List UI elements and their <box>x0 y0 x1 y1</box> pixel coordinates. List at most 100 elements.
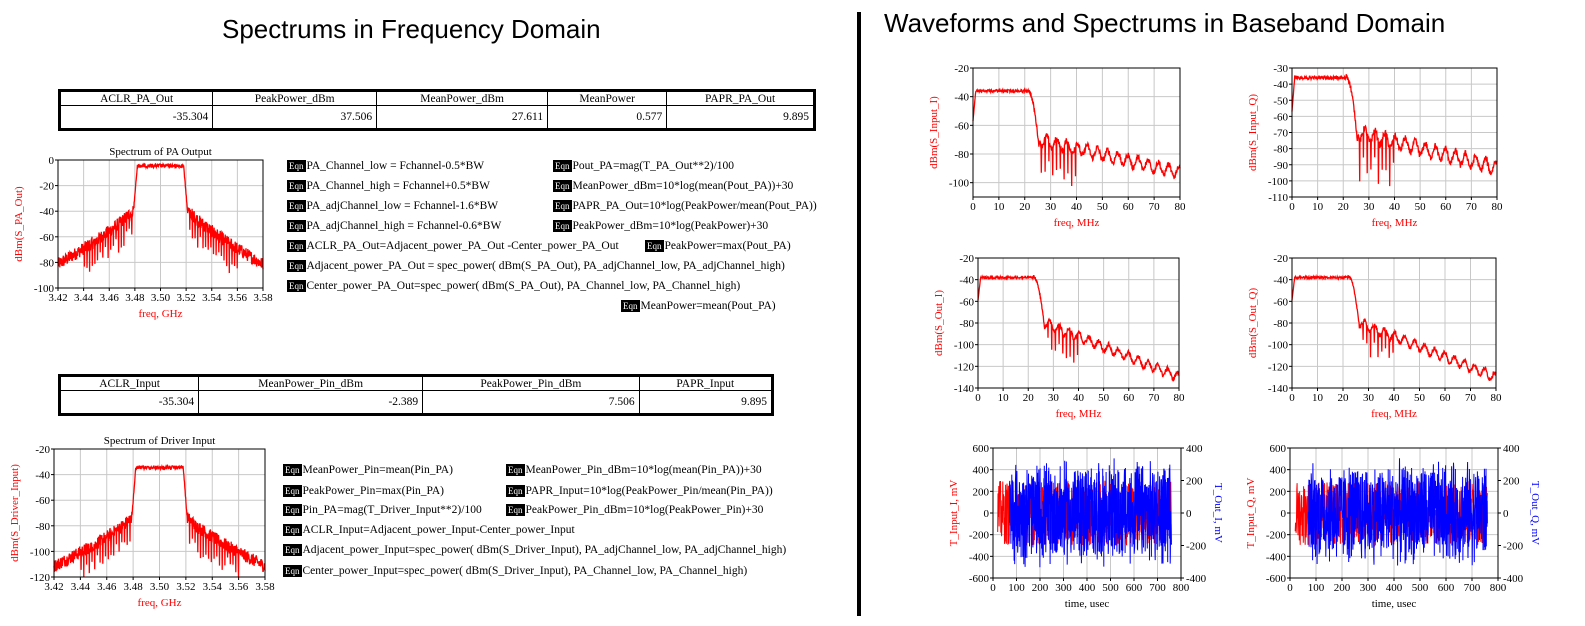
equation-pout-pa[interactable]: Eqn Pout_PA=mag(T_PA_Out**2)/100 <box>553 159 734 173</box>
y-tick-label: 600 <box>973 443 990 455</box>
x-tick-label: 3.42 <box>44 581 63 593</box>
equation-text: ACLR_PA_Out=Adjacent_power_PA_Out -Cente… <box>306 240 619 252</box>
x-tick-label: 3.52 <box>177 292 196 304</box>
equation-aclr-pa-out[interactable]: Eqn ACLR_PA_Out=Adjacent_power_PA_Out -Ce… <box>287 239 619 253</box>
eqn-tag: Eqn <box>287 280 306 292</box>
x-tick-label: 60 <box>1440 392 1452 404</box>
equation-text: PA_Channel_low = Fchannel-0.5*BW <box>306 160 485 172</box>
equation-peakpower-pin-dbm[interactable]: Eqn PeakPower_Pin_dBm=10*log(PeakPower_Pi… <box>506 503 763 517</box>
table-cell: 27.611 <box>376 105 549 130</box>
x-axis-label: time, usec <box>1372 598 1417 610</box>
x-tick-label: 3.58 <box>253 292 273 304</box>
x-tick-label: 800 <box>1173 582 1190 594</box>
y-tick-label: -80 <box>1273 144 1288 156</box>
y-tick-label: -400 <box>1266 551 1287 563</box>
x-axis-label: freq, MHz <box>1056 408 1102 420</box>
y-tick-label: -50 <box>1273 95 1288 107</box>
x-tick-label: 3.48 <box>124 581 144 593</box>
y-tick-label: -600 <box>969 573 990 585</box>
y-tick-label: -70 <box>1273 128 1288 140</box>
x-tick-label: 80 <box>1174 392 1186 404</box>
x-tick-label: 800 <box>1490 582 1507 594</box>
y2-axis-label: T_Out_I, mV <box>1212 483 1224 543</box>
equation-meanpower-pin[interactable]: Eqn MeanPower_Pin=mean(Pin_PA) <box>283 463 453 477</box>
y-tick-label: -60 <box>39 232 54 244</box>
equation-meanpower-dbm[interactable]: Eqn MeanPower_dBm=10*log(mean(Pout_PA))+3… <box>553 179 793 193</box>
x-tick-label: 3.58 <box>255 581 275 593</box>
x-tick-label: 80 <box>1175 201 1187 213</box>
y-tick-label: -60 <box>954 120 969 132</box>
x-tick-label: 70 <box>1466 201 1478 213</box>
equation-peakpower-dbm[interactable]: Eqn PeakPower_dBm=10*log(PeakPower)+30 <box>553 219 768 233</box>
x-tick-label: 10 <box>998 392 1010 404</box>
x-tick-label: 3.46 <box>100 292 120 304</box>
x-tick-label: 700 <box>1464 582 1481 594</box>
x-tick-label: 50 <box>1415 201 1427 213</box>
equation-text: MeanPower=mean(Pout_PA) <box>640 300 776 312</box>
y-tick-label: -400 <box>969 551 990 563</box>
x-tick-label: 70 <box>1148 392 1160 404</box>
equation-pin-pa[interactable]: Eqn Pin_PA=mag(T_Driver_Input**2)/100 <box>283 503 482 517</box>
eqn-tag: Eqn <box>287 240 306 252</box>
equation-peakpower-pin[interactable]: Eqn PeakPower_Pin=max(Pin_PA) <box>283 484 444 498</box>
x-tick-label: 30 <box>1363 392 1375 404</box>
x-tick-label: 30 <box>1363 201 1375 213</box>
x-tick-label: 0 <box>1289 392 1295 404</box>
y-tick-label: -40 <box>954 92 969 104</box>
x-tick-label: 500 <box>1102 582 1119 594</box>
x-tick-label: 3.50 <box>151 292 171 304</box>
equation-meanpower-pin-dbm[interactable]: Eqn MeanPower_Pin_dBm=10*log(mean(Pin_PA)… <box>506 463 762 477</box>
table-row: -35.304 -2.389 7.506 9.895 <box>58 390 774 415</box>
equation-adjacent-power-pa-out[interactable]: Eqn Adjacent_power_PA_Out = spec_power( d… <box>287 259 785 273</box>
equation-papr-input[interactable]: Eqn PAPR_Input=10*log(PeakPower_Pin/mean(… <box>506 484 773 498</box>
table-cell: 9.895 <box>666 105 815 130</box>
equation-text: Center_power_PA_Out=spec_power( dBm(S_PA… <box>306 280 741 292</box>
table-cell: 37.506 <box>212 105 378 130</box>
series-line <box>972 87 1181 187</box>
equation-pa-adjchannel-high[interactable]: Eqn PA_adjChannel_high = Fchannel-0.6*BW <box>287 219 501 233</box>
eqn-tag: Eqn <box>287 180 306 192</box>
equation-center-power-pa-out[interactable]: Eqn Center_power_PA_Out=spec_power( dBm(S… <box>287 279 740 293</box>
equation-text: PAPR_Input=10*log(PeakPower_Pin/mean(Pin… <box>525 485 773 497</box>
y-tick-label: 400 <box>1270 465 1287 477</box>
y2-tick-label: -400 <box>1503 573 1524 585</box>
y2-tick-label: 400 <box>1186 443 1203 455</box>
y-tick-label: -40 <box>959 275 974 287</box>
y-axis-label: T_Input_I, mV <box>948 480 960 547</box>
x-tick-label: 20 <box>1338 201 1350 213</box>
equation-aclr-input[interactable]: Eqn ACLR_Input=Adjacent_power_Input-Cente… <box>283 523 575 537</box>
x-tick-label: 60 <box>1123 201 1135 213</box>
y-tick-label: -100 <box>954 340 975 352</box>
y2-tick-label: -400 <box>1186 573 1207 585</box>
equation-meanpower[interactable]: Eqn MeanPower=mean(Pout_PA) <box>621 299 776 313</box>
x-tick-label: 3.50 <box>150 581 170 593</box>
x-tick-label: 3.56 <box>228 292 248 304</box>
y-tick-label: 0 <box>1281 508 1287 520</box>
y-tick-label: 400 <box>973 465 990 477</box>
eqn-tag: Eqn <box>553 200 572 212</box>
eqn-tag: Eqn <box>287 200 306 212</box>
y-tick-label: 200 <box>1270 486 1287 498</box>
equation-pa-adjchannel-low[interactable]: Eqn PA_adjChannel_low = Fchannel-1.6*BW <box>287 199 498 213</box>
x-tick-label: 30 <box>1045 201 1057 213</box>
pa-results-table: ACLR_PA_Out PeakPower_dBm MeanPower_dBm … <box>58 89 816 131</box>
eqn-tag: Eqn <box>287 220 306 232</box>
equation-adjacent-power-input[interactable]: Eqn Adjacent_power_Input=spec_power( dBm(… <box>283 543 786 557</box>
equation-center-power-input[interactable]: Eqn Center_power_Input=spec_power( dBm(S_… <box>283 564 747 578</box>
eqn-tag: Eqn <box>621 300 640 312</box>
equation-text: PeakPower_Pin=max(Pin_PA) <box>302 485 445 497</box>
equation-pa-channel-high[interactable]: Eqn PA_Channel_high = Fchannel+0.5*BW <box>287 179 490 193</box>
y-tick-label: -100 <box>1268 176 1289 188</box>
equation-text: Center_power_Input=spec_power( dBm(S_Dri… <box>302 565 748 577</box>
equation-peakpower[interactable]: Eqn PeakPower=max(Pout_PA) <box>645 239 791 253</box>
equation-papr-pa-out[interactable]: Eqn PAPR_PA_Out=10*log(PeakPower/mean(Pou… <box>553 199 817 213</box>
x-tick-label: 3.46 <box>97 581 117 593</box>
y-tick-label: 600 <box>1270 443 1287 455</box>
eqn-tag: Eqn <box>283 504 302 516</box>
y-tick-label: -600 <box>1266 573 1287 585</box>
equation-pa-channel-low[interactable]: Eqn PA_Channel_low = Fchannel-0.5*BW <box>287 159 484 173</box>
equation-text: PA_Channel_high = Fchannel+0.5*BW <box>306 180 490 192</box>
x-tick-label: 0 <box>990 582 996 594</box>
